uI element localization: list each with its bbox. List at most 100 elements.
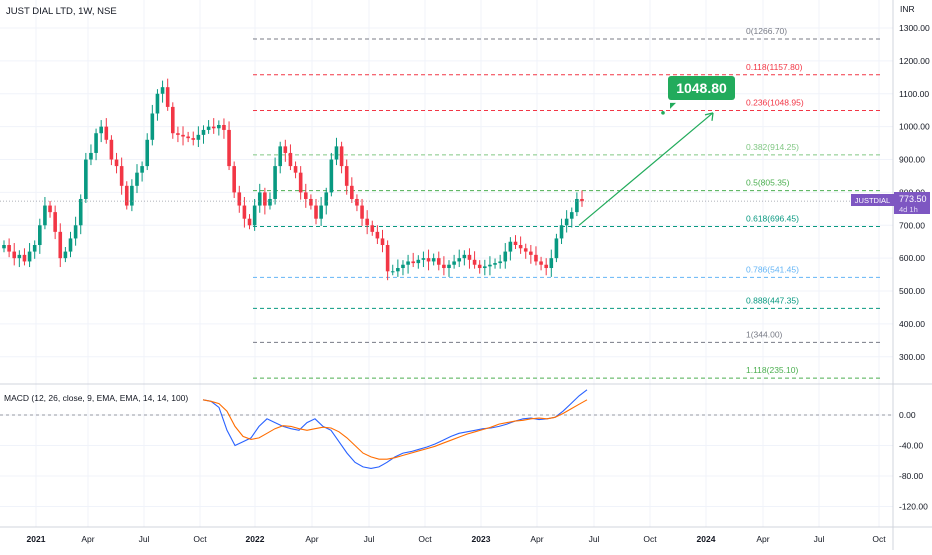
candle-body [135, 172, 139, 186]
candle-body [257, 192, 262, 206]
candle-body [17, 254, 22, 259]
time-tick-label: 2022 [246, 534, 265, 544]
price-tick-label: 700.00 [899, 220, 925, 230]
candle-body [84, 159, 88, 199]
candle-body [145, 139, 150, 167]
candle-body [303, 192, 308, 199]
candle-body [155, 93, 160, 114]
candle-body [503, 251, 508, 262]
candle-body [575, 198, 579, 213]
candle-body [549, 258, 554, 269]
candle-body [472, 259, 477, 265]
candle-body [94, 133, 98, 153]
candle-body [150, 113, 155, 140]
candle-body [421, 258, 426, 260]
candle-body [32, 245, 37, 252]
candle-body [252, 205, 257, 226]
candle-body [130, 185, 134, 206]
candle-body [237, 192, 242, 206]
price-tick-label: 900.00 [899, 155, 925, 165]
signal-line [202, 399, 588, 460]
fib-levels: 0(1266.70) 0.118(1157.80) 0.236(1048.95) 0.… [253, 26, 882, 379]
candle-body [38, 225, 42, 246]
projection-arrow-line [578, 112, 714, 226]
candle-body [78, 198, 83, 226]
macd-tick-label: -40.00 [899, 441, 923, 451]
candle-body [406, 261, 410, 265]
candle-body [396, 268, 400, 272]
candle-body [7, 245, 11, 252]
candle-body [390, 271, 395, 273]
candle-body [206, 126, 211, 130]
candle-body [355, 198, 359, 206]
candle-body [539, 261, 543, 265]
fib-level-label: 0.5(805.35) [746, 178, 790, 188]
candle-body [360, 205, 364, 219]
candle-body [493, 263, 497, 265]
candle-body [232, 166, 236, 193]
candle-body [457, 258, 462, 262]
candle-body [518, 245, 523, 249]
macd-tick-label: -80.00 [899, 471, 923, 481]
candle-body [508, 241, 513, 252]
time-tick-label: Oct [418, 534, 432, 544]
currency-label: INR [900, 4, 915, 14]
candle-body [513, 241, 518, 246]
candle-body [104, 126, 109, 140]
fib-level-label: 0.786(541.45) [746, 264, 799, 274]
candle-body [160, 87, 165, 94]
symbol-badge-label: JUSTDIAL [855, 196, 890, 205]
time-tick-label: Apr [305, 534, 318, 544]
candle-body [114, 159, 119, 167]
chart-title: JUST DIAL LTD, 1W, NSE [6, 6, 117, 17]
candle-body [416, 259, 421, 264]
candle-body [89, 152, 93, 160]
candle-body [329, 159, 334, 193]
macd-label: MACD (12, 26, close, 9, EMA, EMA, 14, 14… [4, 393, 188, 403]
fib-level-label: 1(344.00) [746, 329, 783, 339]
candle-body [477, 264, 482, 269]
target-anchor-dot [661, 111, 665, 115]
candle-body [380, 238, 385, 246]
price-tick-label: 1200.00 [899, 56, 930, 66]
candle-body [48, 205, 52, 213]
price-tick-label: 1100.00 [899, 89, 929, 99]
candle-body [43, 205, 47, 226]
time-tick-label: Jul [139, 534, 150, 544]
candle-body [365, 218, 369, 226]
candle-body [109, 139, 114, 160]
fib-level-label: 0.118(1157.80) [746, 62, 803, 72]
candle-body [73, 225, 78, 239]
time-tick-label: 2024 [697, 534, 716, 544]
candle-body [298, 172, 303, 193]
price-tick-label: 300.00 [899, 352, 925, 362]
time-tick-label: Oct [643, 534, 657, 544]
candle-body [483, 266, 487, 269]
candle-body [436, 258, 441, 265]
target-label-box [668, 76, 735, 100]
candle-body [12, 251, 17, 259]
fib-level-label: 0.382(914.25) [746, 142, 799, 152]
candle-body [22, 254, 27, 262]
time-tick-label: Jul [364, 534, 375, 544]
candle-body [181, 134, 185, 137]
symbol-badge [851, 194, 894, 206]
candle-body [263, 192, 267, 206]
candle-body [2, 245, 6, 249]
candle-body [569, 212, 574, 219]
candle-body [268, 198, 272, 206]
time-tick-label: Apr [756, 534, 769, 544]
candle-body [242, 205, 247, 219]
price-tick-label: 500.00 [899, 286, 925, 296]
grid-layer [0, 0, 893, 527]
candle-body [211, 126, 216, 129]
time-tick-label: Oct [872, 534, 886, 544]
candle-body [283, 146, 288, 153]
candle-body [498, 261, 502, 264]
candle-body [334, 146, 339, 160]
candle-body [191, 138, 196, 140]
candle-body [344, 166, 349, 186]
time-tick-label: 2021 [27, 534, 46, 544]
